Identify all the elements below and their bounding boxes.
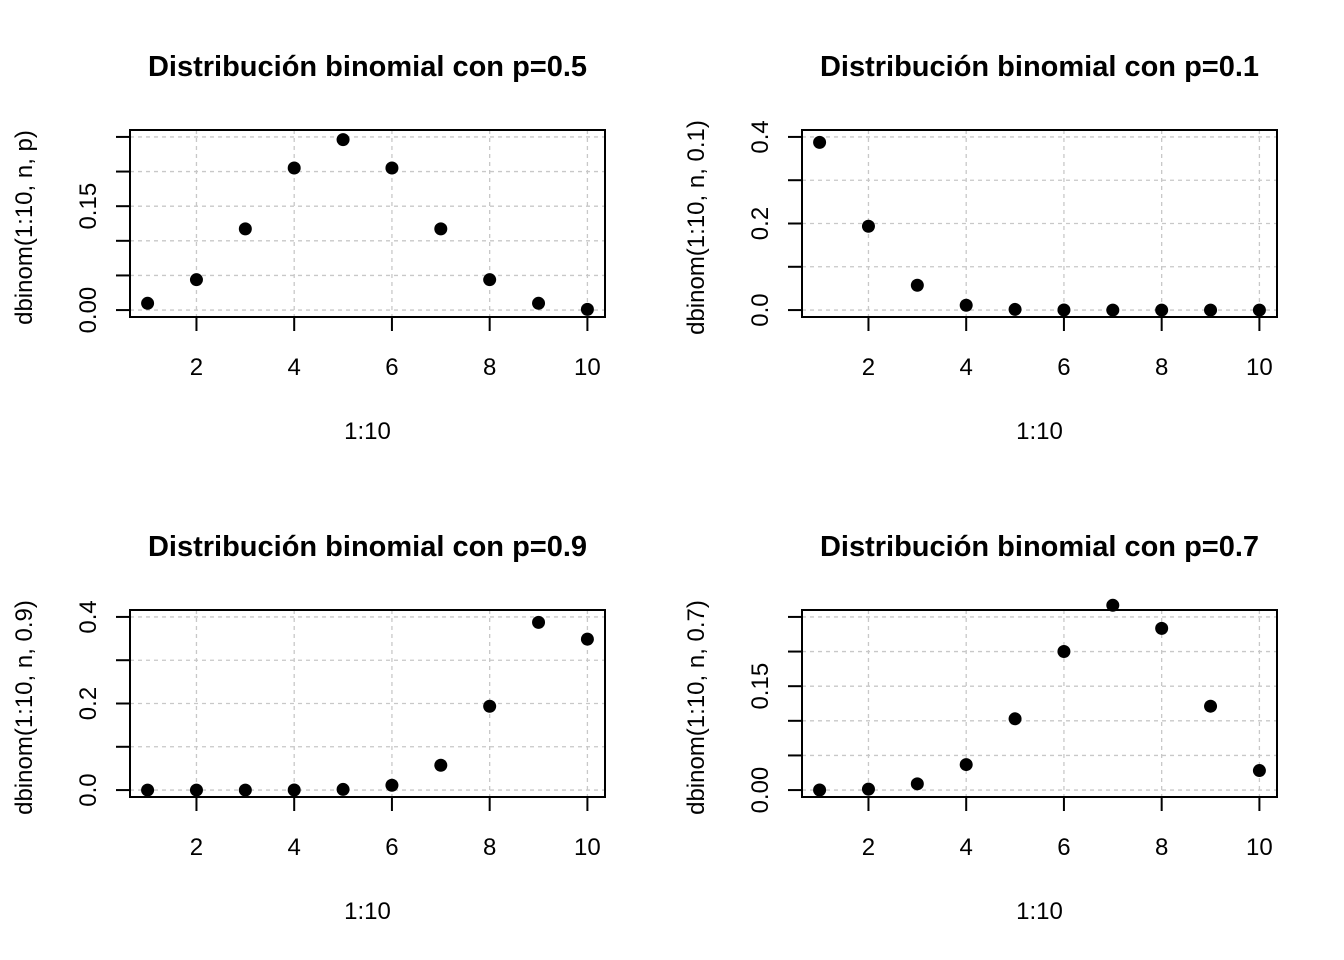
- y-axis-label: dbinom(1:10, n, 0.7): [683, 600, 710, 815]
- x-tick-label: 6: [1057, 834, 1070, 861]
- data-point: [1204, 699, 1218, 713]
- x-tick-label: 4: [960, 834, 973, 861]
- y-tick-label: 0.0: [747, 293, 774, 326]
- data-point: [580, 632, 594, 646]
- data-point: [483, 699, 497, 713]
- y-axis-label: dbinom(1:10, n, p): [11, 130, 38, 325]
- data-point: [238, 783, 252, 797]
- data-point: [959, 298, 973, 312]
- x-tick-label: 10: [574, 834, 601, 861]
- plot-frame: [129, 129, 606, 318]
- data-point: [287, 161, 301, 175]
- y-tick-label: 0.4: [75, 600, 102, 633]
- y-tick-label: 0.4: [747, 120, 774, 153]
- data-point: [238, 222, 252, 236]
- x-tick-label: 2: [190, 354, 203, 381]
- data-point: [1106, 303, 1120, 317]
- data-point: [532, 296, 546, 310]
- data-point: [385, 161, 399, 175]
- chart-title: Distribución binomial con p=0.9: [148, 531, 587, 563]
- data-point: [861, 782, 875, 796]
- y-tick-label: 0.00: [747, 767, 774, 814]
- chart-title: Distribución binomial con p=0.7: [820, 531, 1259, 563]
- data-point: [959, 758, 973, 772]
- data-point: [1252, 303, 1266, 317]
- x-axis-label: 1:10: [344, 418, 391, 445]
- x-axis-label: 1:10: [344, 898, 391, 925]
- data-point: [532, 615, 546, 629]
- x-tick-label: 2: [862, 354, 875, 381]
- x-tick-label: 8: [483, 834, 496, 861]
- x-axis-label: 1:10: [1016, 418, 1063, 445]
- data-point: [1057, 644, 1071, 658]
- y-tick-label: 0.0: [75, 773, 102, 806]
- x-tick-label: 10: [1246, 834, 1273, 861]
- plot-frame: [801, 609, 1278, 798]
- data-point: [813, 135, 827, 149]
- chart-title: Distribución binomial con p=0.1: [820, 51, 1259, 83]
- x-tick-label: 8: [1155, 834, 1168, 861]
- data-point: [861, 219, 875, 233]
- x-tick-label: 10: [1246, 354, 1273, 381]
- data-point: [910, 278, 924, 292]
- data-point: [1155, 303, 1169, 317]
- x-tick-label: 2: [190, 834, 203, 861]
- x-tick-label: 6: [1057, 354, 1070, 381]
- y-tick-label: 0.00: [75, 287, 102, 334]
- data-point: [336, 782, 350, 796]
- x-tick-label: 2: [862, 834, 875, 861]
- x-tick-label: 8: [1155, 354, 1168, 381]
- data-point: [1008, 302, 1022, 316]
- chart-title: Distribución binomial con p=0.5: [148, 51, 587, 83]
- data-point: [1155, 621, 1169, 635]
- x-tick-label: 4: [288, 834, 301, 861]
- y-tick-label: 0.15: [747, 663, 774, 710]
- data-point: [1106, 598, 1120, 612]
- x-axis-label: 1:10: [1016, 898, 1063, 925]
- y-axis-label: dbinom(1:10, n, 0.9): [11, 600, 38, 815]
- data-point: [813, 783, 827, 797]
- data-point: [189, 273, 203, 287]
- x-tick-label: 6: [385, 834, 398, 861]
- data-point: [434, 758, 448, 772]
- data-point: [385, 778, 399, 792]
- chart-panel-4: 2 4 6 8 10 0.00 0.15 Distribución binomial con …: [683, 531, 1278, 925]
- y-axis-label: dbinom(1:10, n, 0.1): [683, 120, 710, 335]
- y-tick-label: 0.2: [747, 207, 774, 240]
- data-point: [141, 783, 155, 797]
- data-point: [483, 273, 497, 287]
- x-tick-label: 4: [288, 354, 301, 381]
- data-point: [287, 783, 301, 797]
- data-point: [189, 783, 203, 797]
- chart-panel-1: 2 4 6 8 10 0.00 0.15 Distribución binomial con …: [11, 51, 606, 445]
- x-tick-label: 10: [574, 354, 601, 381]
- data-point: [910, 777, 924, 791]
- data-point: [434, 222, 448, 236]
- data-point: [1252, 764, 1266, 778]
- data-point: [1204, 303, 1218, 317]
- data-point: [1057, 303, 1071, 317]
- y-tick-label: 0.2: [75, 687, 102, 720]
- data-point: [336, 133, 350, 147]
- data-point: [141, 296, 155, 310]
- data-point: [1008, 712, 1022, 726]
- y-tick-label: 0.15: [75, 183, 102, 230]
- x-tick-label: 6: [385, 354, 398, 381]
- chart-panel-3: 2 4 6 8 10 0.0 0.2 0.4 Distribución binomial con…: [11, 531, 606, 925]
- x-tick-label: 4: [960, 354, 973, 381]
- chart-panel-2: 2 4 6 8 10 0.0 0.2 0.4 Distribución binomial con…: [683, 51, 1278, 445]
- data-point: [580, 302, 594, 316]
- x-tick-label: 8: [483, 354, 496, 381]
